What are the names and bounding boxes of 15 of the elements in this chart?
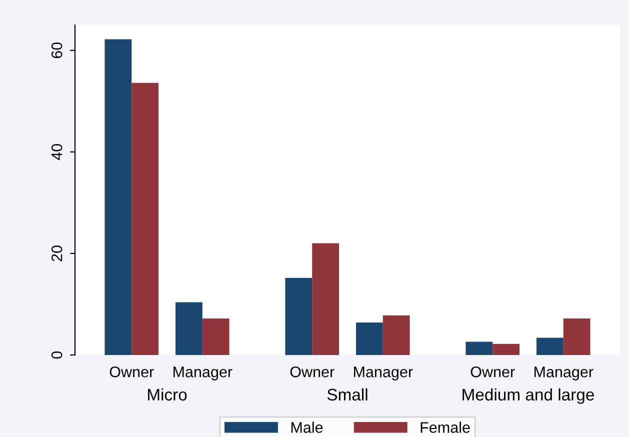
x-tick-label: Manager	[174, 366, 232, 380]
y-tick-label: 60	[51, 42, 62, 58]
x-tick-label: Manager	[354, 366, 413, 380]
legend-label: Female	[420, 422, 470, 433]
text: Micro	[148, 388, 187, 401]
x-tick-label: Owner	[290, 366, 334, 378]
x-tick-label: Owner	[110, 366, 154, 378]
y-tick-label: 20	[51, 246, 62, 262]
x-tick-label: Owner	[470, 366, 515, 378]
text: Medium and large	[462, 388, 594, 404]
y-tick-label: 40	[51, 144, 62, 160]
legend-label: Male	[291, 422, 323, 433]
y-tick-label: 0	[51, 351, 62, 359]
text: Small	[327, 388, 368, 401]
x-tick-label: Manager	[534, 366, 594, 380]
